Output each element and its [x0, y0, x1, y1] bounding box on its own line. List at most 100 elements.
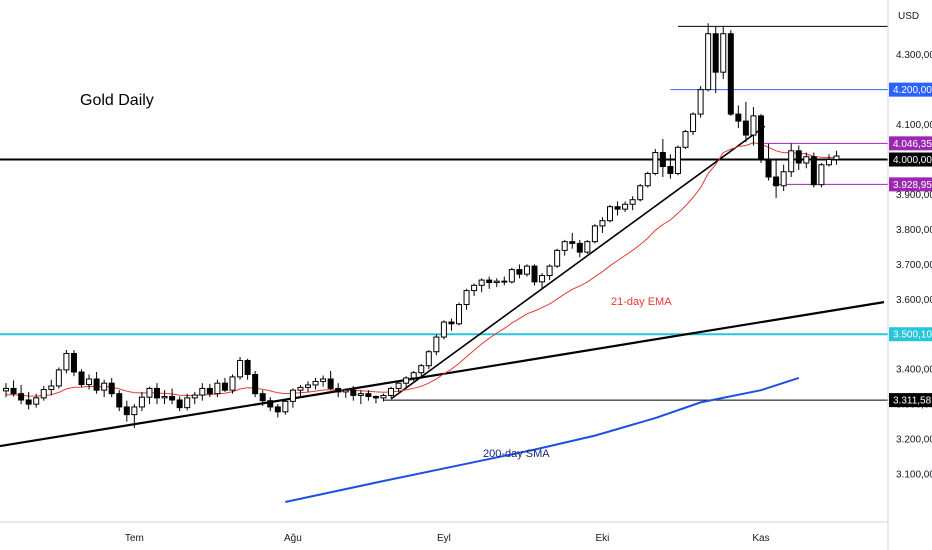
candle[interactable]	[833, 150, 840, 165]
candle[interactable]	[25, 391, 32, 410]
candle[interactable]	[357, 390, 364, 405]
candle[interactable]	[48, 379, 55, 396]
candle[interactable]	[365, 390, 372, 401]
candle[interactable]	[825, 154, 832, 167]
candle[interactable]	[607, 204, 613, 223]
candle[interactable]	[63, 349, 70, 374]
candle[interactable]	[199, 383, 206, 401]
candle[interactable]	[123, 400, 130, 422]
candle[interactable]	[818, 163, 825, 188]
ema-21-line[interactable]	[5, 142, 837, 397]
candle[interactable]	[418, 363, 425, 377]
candle[interactable]	[478, 278, 485, 293]
candle[interactable]	[10, 380, 17, 397]
candle[interactable]	[244, 358, 251, 380]
candle[interactable]	[18, 384, 25, 405]
candle[interactable]	[55, 367, 62, 389]
candle[interactable]	[508, 267, 515, 284]
candle[interactable]	[810, 152, 817, 188]
candle[interactable]	[274, 404, 281, 418]
candle[interactable]	[214, 379, 221, 398]
candle[interactable]	[221, 377, 228, 392]
candle[interactable]	[501, 276, 508, 286]
candle[interactable]	[237, 356, 244, 380]
candle[interactable]	[327, 370, 334, 391]
candle[interactable]	[335, 383, 342, 398]
candle[interactable]	[486, 276, 493, 289]
candle[interactable]	[267, 397, 274, 412]
plot-area[interactable]	[0, 23, 888, 503]
candle[interactable]	[169, 388, 176, 405]
candle[interactable]	[682, 129, 689, 150]
candle[interactable]	[765, 143, 772, 181]
candle[interactable]	[561, 239, 568, 256]
candle[interactable]	[86, 374, 93, 390]
candle[interactable]	[599, 217, 606, 233]
candle[interactable]	[403, 376, 410, 389]
candle[interactable]	[697, 86, 704, 118]
candle[interactable]	[780, 164, 787, 191]
candle[interactable]	[516, 264, 523, 279]
candle[interactable]	[440, 320, 447, 340]
candle[interactable]	[773, 159, 780, 198]
candle[interactable]	[742, 101, 749, 143]
candle[interactable]	[395, 381, 402, 392]
candle[interactable]	[690, 112, 697, 136]
candle[interactable]	[576, 239, 583, 258]
candle[interactable]	[388, 386, 395, 398]
candle[interactable]	[471, 283, 478, 296]
candle[interactable]	[750, 107, 757, 146]
candle[interactable]	[297, 384, 304, 398]
candle[interactable]	[410, 370, 417, 382]
candle[interactable]	[629, 196, 636, 211]
candle[interactable]	[584, 239, 591, 254]
candle[interactable]	[40, 385, 47, 401]
short-term-trendline[interactable]	[390, 125, 766, 400]
candle[interactable]	[350, 385, 357, 401]
candle[interactable]	[735, 105, 742, 129]
candle[interactable]	[523, 264, 530, 277]
candle[interactable]	[289, 388, 296, 408]
candle[interactable]	[539, 273, 546, 289]
candle[interactable]	[463, 288, 470, 310]
candle[interactable]	[33, 393, 40, 408]
candle[interactable]	[312, 377, 319, 390]
candle[interactable]	[101, 379, 108, 398]
candle[interactable]	[305, 381, 311, 392]
candle[interactable]	[546, 264, 553, 281]
candle[interactable]	[433, 334, 440, 356]
candle[interactable]	[788, 143, 795, 178]
candle[interactable]	[108, 377, 115, 398]
candle[interactable]	[70, 349, 77, 377]
candle[interactable]	[282, 398, 289, 415]
candle[interactable]	[116, 390, 123, 412]
candle[interactable]	[138, 391, 145, 412]
candle[interactable]	[206, 383, 213, 398]
candle[interactable]	[554, 248, 561, 268]
candle[interactable]	[705, 23, 712, 92]
candle[interactable]	[131, 404, 138, 428]
sma-200-line[interactable]	[285, 376, 800, 503]
candle[interactable]	[614, 201, 621, 216]
candle[interactable]	[146, 386, 153, 405]
candle[interactable]	[591, 224, 598, 244]
candle[interactable]	[191, 391, 198, 405]
candle[interactable]	[652, 149, 659, 176]
candle[interactable]	[372, 395, 379, 404]
candle[interactable]	[93, 372, 100, 394]
candle[interactable]	[659, 138, 666, 178]
candle[interactable]	[795, 145, 802, 171]
candle[interactable]	[803, 152, 810, 169]
candle[interactable]	[712, 26, 719, 94]
candle[interactable]	[184, 393, 191, 411]
candle[interactable]	[569, 232, 576, 249]
candle[interactable]	[727, 30, 734, 116]
candle[interactable]	[320, 375, 327, 387]
candle[interactable]	[161, 390, 168, 405]
candle[interactable]	[176, 396, 183, 412]
candle[interactable]	[425, 349, 432, 370]
candle[interactable]	[493, 278, 500, 288]
candle[interactable]	[154, 383, 160, 405]
candle[interactable]	[342, 388, 349, 398]
